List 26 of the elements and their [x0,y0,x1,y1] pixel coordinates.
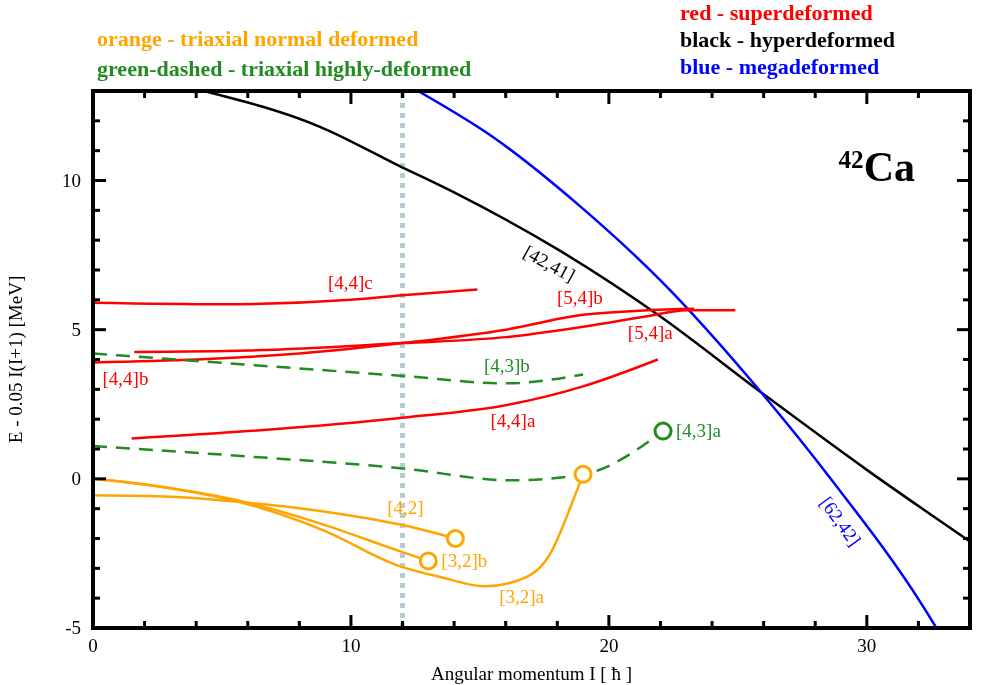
x-axis-title: Angular momentum I [ ħ ] [430,663,633,684]
x-tick-label: 10 [341,635,361,656]
annotation: [4,3]b [483,355,530,377]
y-tick-label: 10 [62,169,81,191]
annotation: [3,2]a [499,586,545,607]
annotation: [4,2] [387,497,424,519]
annotation: [4,4]b [102,368,149,390]
y-tick-label: -5 [65,617,81,638]
y-tick-label: 5 [71,318,81,340]
x-tick-label: 30 [857,635,877,656]
text: orange - triaxial normal deformed [97,26,419,51]
text: red - superdeformed [680,0,873,25]
annotation: [4,4]a [490,410,536,432]
annotation: [3,2]b [441,549,488,571]
text: green-dashed - triaxial highly-deformed [97,56,472,81]
x-tick-label: 0 [88,635,98,656]
annotation: [5,4]a [627,322,674,344]
annotation: [4,3]a [676,420,722,442]
text: $^{42}$Ca [838,144,915,190]
annotation: [5,4]b [556,287,603,309]
annotation: [4,4]c [327,271,373,293]
text: blue - megadeformed [680,54,880,79]
y-tick-label: 0 [71,467,81,489]
y-axis-title: E - 0.05 I(I+1) [MeV] [4,275,27,444]
text: black - hyperdeformed [680,27,896,52]
x-tick-label: 20 [599,635,619,656]
